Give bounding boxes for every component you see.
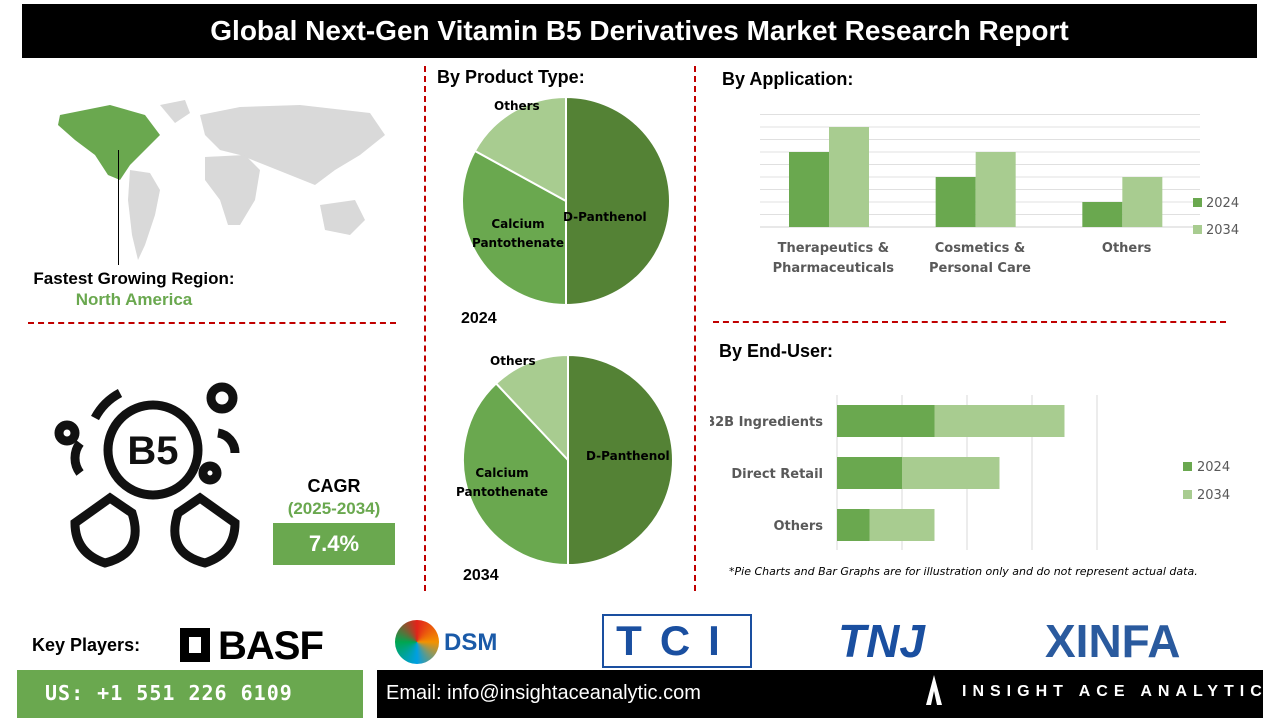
pie-chart-2034 [462, 353, 674, 567]
pie-label: D-Panthenol [563, 210, 647, 224]
cagr-period: (2025-2034) [287, 499, 381, 518]
pie-slice [461, 149, 567, 307]
application-heading: By Application: [722, 69, 854, 89]
footer-bar [377, 670, 1263, 718]
bar [1122, 177, 1163, 227]
category-label: Others [774, 519, 824, 534]
pie-year: 2034 [463, 567, 499, 584]
pie-chart-2024 [461, 95, 671, 307]
pie-label: D-Panthenol [586, 449, 670, 463]
bar-segment [902, 457, 1000, 489]
divider [424, 66, 426, 591]
pie-slice [462, 382, 569, 567]
category-label: Direct Retail [731, 467, 823, 482]
tci-logo: TCI [602, 614, 752, 668]
email-link[interactable]: Email: info@insightaceanalytic.com [386, 682, 701, 704]
bar [789, 152, 829, 227]
bar [1082, 202, 1123, 227]
brand-name: INSIGHT ACE ANALYTIC [962, 683, 1268, 700]
cagr-label: CAGR [307, 476, 361, 496]
xinfa-logo: XINFA [1045, 615, 1181, 667]
bar-segment [934, 405, 1065, 437]
category-label: Therapeutics & Pharmaceuticals [773, 241, 895, 276]
pie-slice [565, 95, 671, 307]
pie-slice [473, 95, 567, 203]
bar [935, 177, 976, 227]
key-players-label: Key Players: [32, 635, 141, 655]
bar-segment [837, 457, 902, 489]
pointer-line [118, 150, 119, 265]
legend-label: 2024 [1197, 460, 1230, 475]
pie-label: Calcium Pantothenate [455, 466, 549, 499]
divider [694, 66, 696, 591]
dsm-logo-icon [395, 620, 439, 664]
legend-swatch [1193, 225, 1202, 234]
dsm-logo: DSM [444, 629, 498, 656]
category-label: B2B Ingredients [710, 415, 823, 430]
bar [975, 152, 1016, 227]
bar-segment [869, 509, 935, 541]
legend-swatch [1183, 490, 1192, 499]
world-map-icon [58, 100, 385, 260]
legend-swatch [1183, 462, 1192, 471]
brand-logo-icon [926, 675, 942, 705]
divider [28, 322, 396, 324]
pie-label: Others [490, 354, 536, 368]
pie-label: Others [494, 99, 540, 113]
legend-swatch [1193, 198, 1202, 207]
report-title: Global Next-Gen Vitamin B5 Derivatives M… [22, 4, 1257, 58]
tnj-logo: TNJ [838, 615, 925, 667]
cagr-value: 7.4% [273, 523, 395, 565]
divider [713, 321, 1226, 323]
end-user-bar-chart: B2B Ingredients Direct Retail Others 2024 20… [710, 395, 1230, 550]
phone-number: US: +1 551 226 6109 [17, 670, 363, 718]
category-label: Cosmetics & Personal Care [929, 241, 1031, 276]
bar [829, 127, 869, 227]
end-user-heading: By End-User: [719, 341, 834, 361]
product-type-heading: By Product Type: [437, 67, 585, 87]
disclaimer-note: *Pie Charts and Bar Graphs are for illus… [729, 565, 1198, 578]
basf-logo: BASF [180, 624, 324, 669]
legend-label: 2024 [1206, 196, 1239, 211]
legend-label: 2034 [1206, 223, 1239, 238]
pie-slice [567, 353, 674, 567]
pie-year: 2024 [461, 310, 497, 327]
vitamin-b5-icon: B5 [54, 382, 240, 568]
bar-segment [837, 405, 935, 437]
application-bar-chart: Therapeutics & Pharmaceuticals Cosmetics &… [760, 114, 1239, 276]
region-value: North America [75, 290, 193, 309]
category-label: Others [1102, 241, 1152, 256]
b5-text: B5 [127, 429, 178, 473]
region-label: Fastest Growing Region: [33, 269, 235, 288]
pie-slice [494, 353, 569, 463]
bar-segment [837, 509, 870, 541]
pie-label: Calcium Pantothenate [471, 217, 565, 250]
legend-label: 2034 [1197, 488, 1230, 503]
